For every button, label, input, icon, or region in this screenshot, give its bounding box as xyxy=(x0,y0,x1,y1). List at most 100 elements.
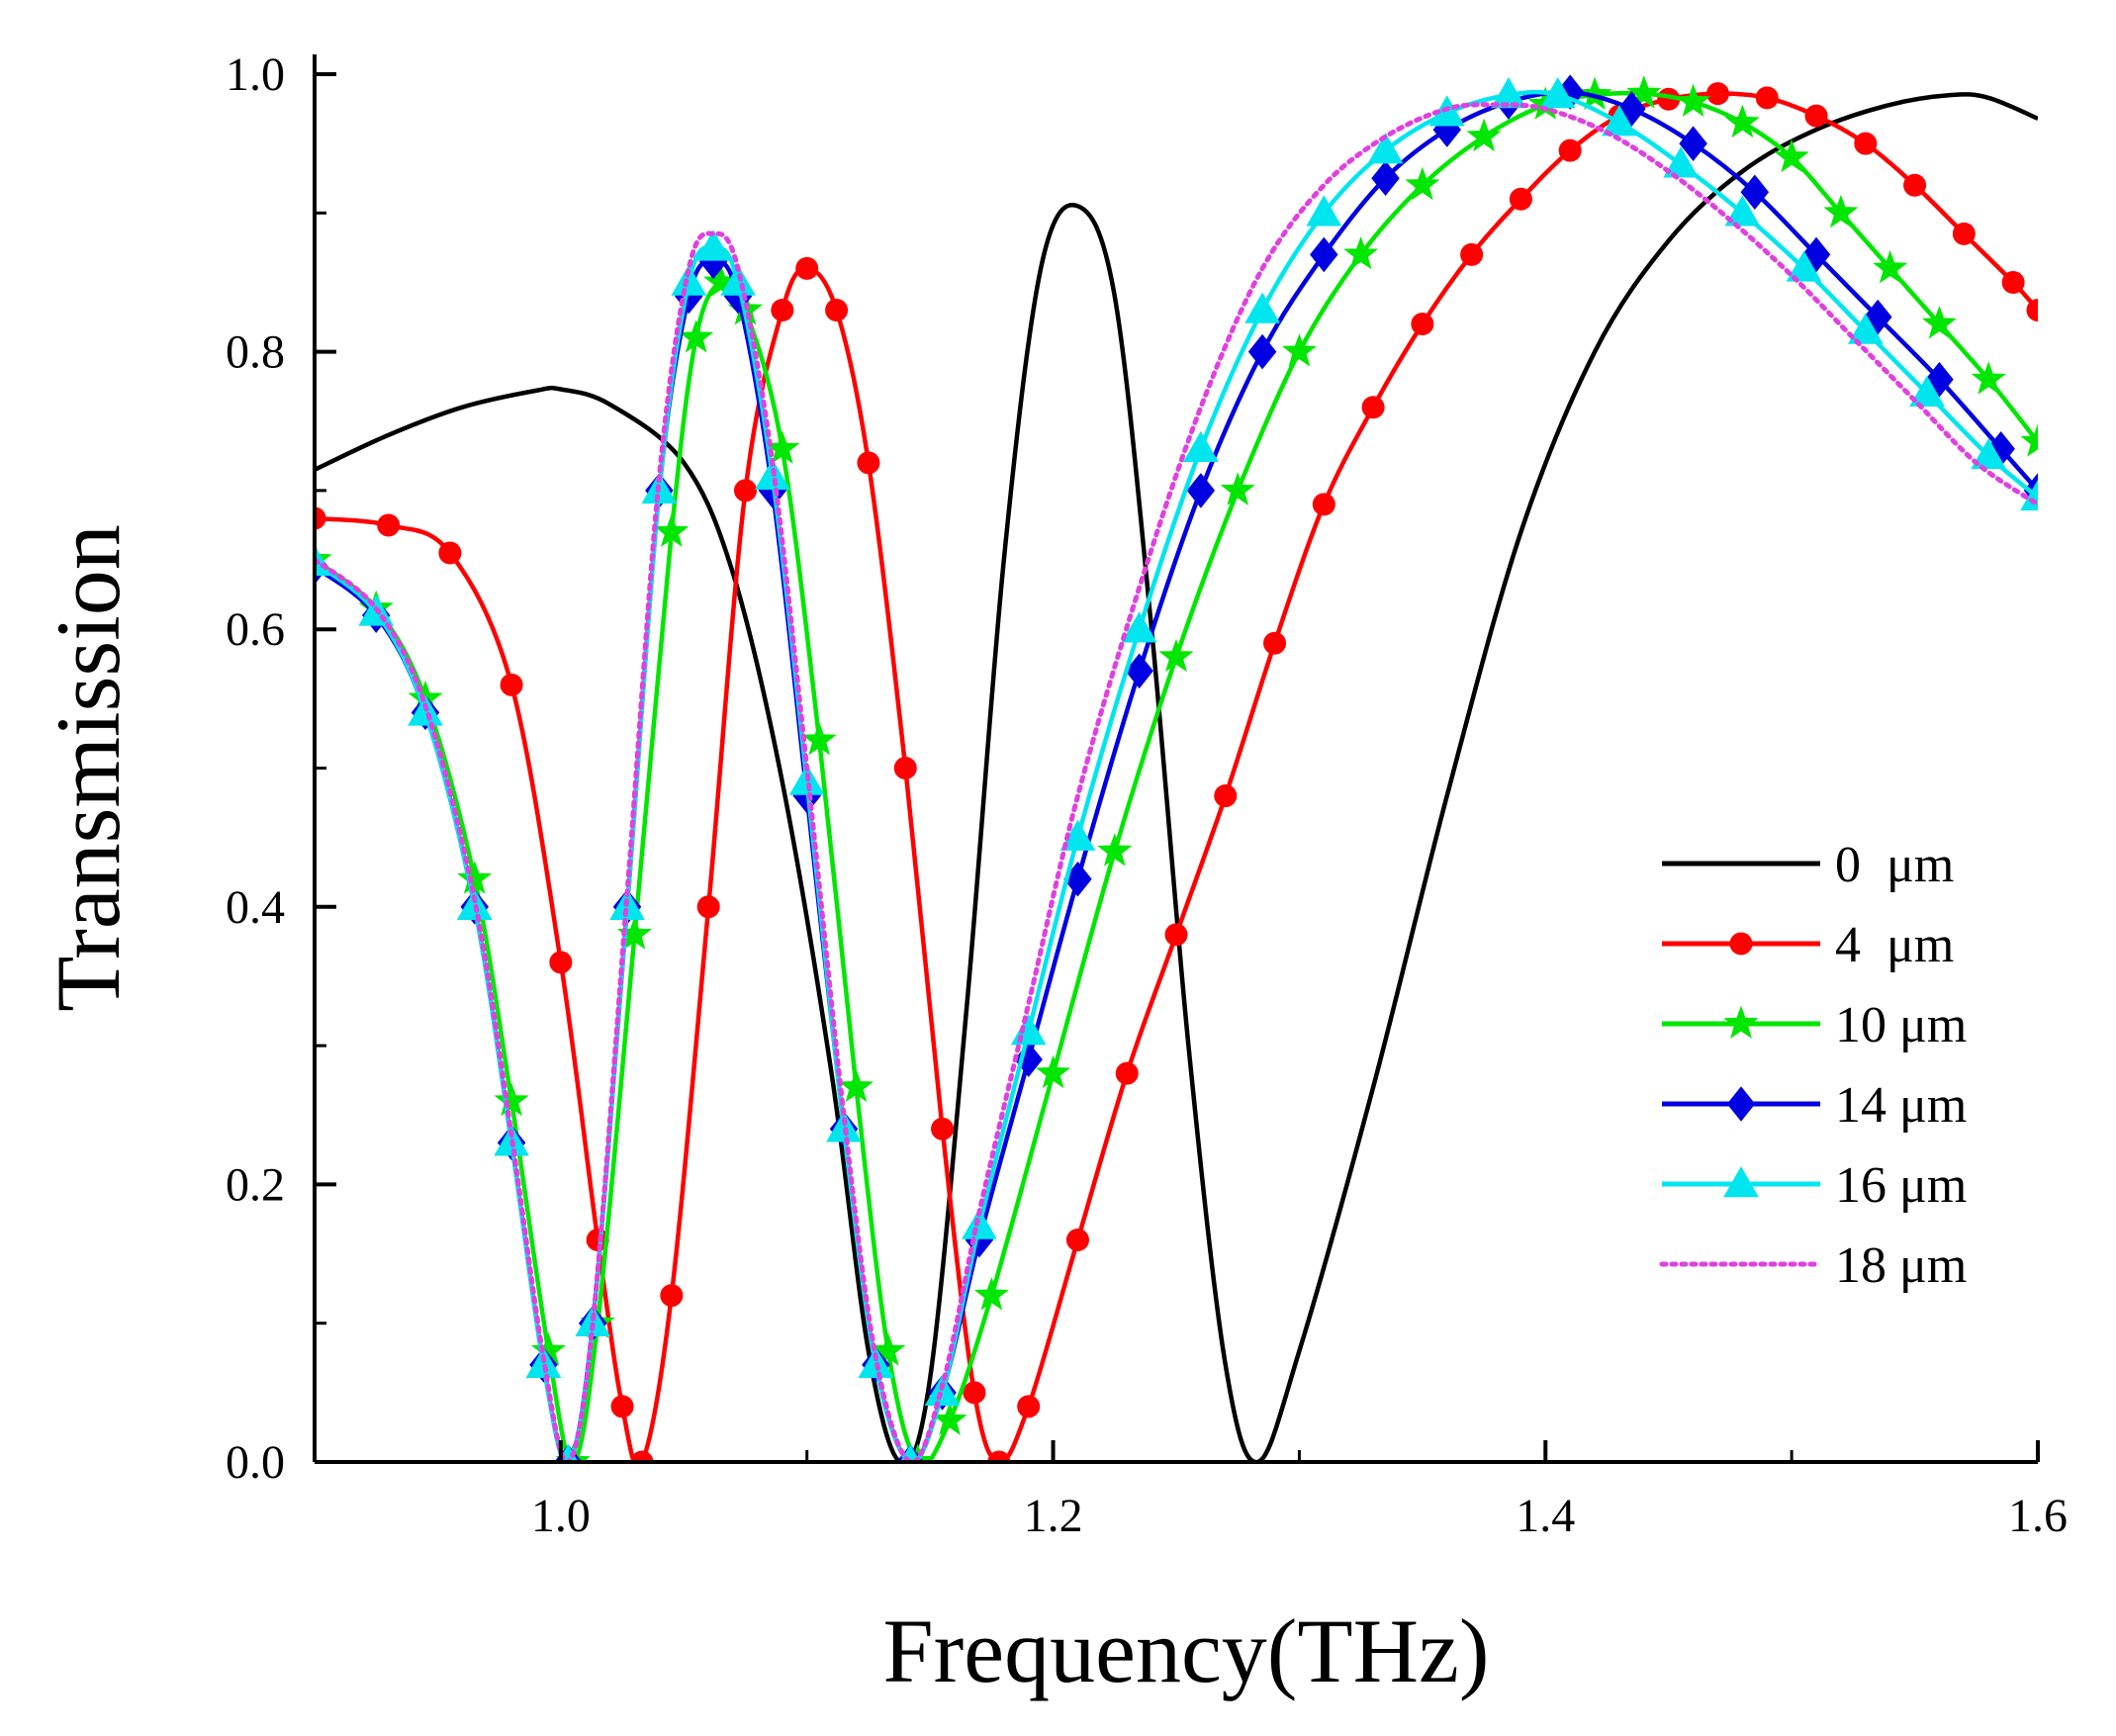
legend-item-3: 14 μm xyxy=(1662,1077,1967,1134)
y-axis-title: Transmission xyxy=(38,524,138,1012)
series-0 xyxy=(315,92,2038,1464)
series-5 xyxy=(315,102,2038,1464)
series-line-3 xyxy=(315,89,2038,1464)
series-1-marker xyxy=(1804,104,1828,128)
series-1-marker xyxy=(549,951,573,974)
series-line-0 xyxy=(315,92,2038,1464)
series-1-marker xyxy=(1065,1229,1089,1252)
series-line-1 xyxy=(315,91,2038,1464)
series-2-marker xyxy=(1097,833,1133,867)
series-3-marker xyxy=(1247,333,1277,370)
series-4-marker xyxy=(1724,195,1761,227)
series-4-marker xyxy=(1602,105,1637,137)
series-2-marker xyxy=(973,1277,1009,1311)
series-1-marker xyxy=(1952,222,1976,245)
series-1-marker xyxy=(1411,313,1434,336)
series-2-marker xyxy=(1676,83,1711,117)
series-3 xyxy=(315,74,2038,1464)
series-1-marker xyxy=(1854,132,1878,155)
series-2-marker xyxy=(1774,138,1809,173)
series-1-marker xyxy=(1755,86,1779,110)
series-4-marker xyxy=(1183,430,1219,463)
series-line-4 xyxy=(315,89,2038,1464)
series-1-marker xyxy=(795,256,819,280)
series-2-marker xyxy=(457,861,493,894)
series-4-marker xyxy=(962,1208,997,1239)
series-2-marker xyxy=(1823,194,1859,228)
series-line-2 xyxy=(315,90,2038,1464)
series-2-marker xyxy=(1220,472,1255,505)
series-4-marker xyxy=(695,229,732,261)
series-1-marker xyxy=(857,451,880,475)
series-2-marker xyxy=(838,1068,874,1103)
series-1-marker xyxy=(1558,138,1582,162)
series-1-marker xyxy=(1214,784,1238,808)
series-4-marker xyxy=(1367,133,1404,164)
y-tick-label: 0.6 xyxy=(226,603,285,656)
series-4-marker xyxy=(1971,437,2007,470)
legend-swatch-marker xyxy=(1723,1005,1759,1039)
series-3-marker xyxy=(1617,91,1646,127)
x-tick-label: 1.0 xyxy=(531,1490,591,1542)
x-tick-label: 1.4 xyxy=(1516,1490,1575,1542)
series-2-marker xyxy=(1036,1054,1071,1089)
legend-label: 4 μm xyxy=(1835,917,1954,973)
legend-item-5: 18 μm xyxy=(1659,1237,1967,1294)
axes-layer: 0.0 0.2 0.4 0.6 0.8 1.0 1.0 1.2 1.4 1.6 xyxy=(226,48,2068,1542)
series-2-marker xyxy=(1626,75,1662,109)
series-line-5 xyxy=(315,102,2038,1464)
x-axis-title: Frequency(THz) xyxy=(882,1600,1489,1701)
legend-swatch-marker xyxy=(1729,932,1753,956)
series-1-marker xyxy=(931,1117,955,1141)
series-4-marker xyxy=(826,1111,862,1142)
legend-item-1: 4 μm xyxy=(1662,917,1954,973)
y-tick-label: 1.0 xyxy=(226,48,285,101)
series-4-marker xyxy=(1491,77,1526,109)
series-2-marker xyxy=(679,320,714,353)
series-4-marker xyxy=(671,264,707,296)
y-tick-label: 0.2 xyxy=(226,1158,285,1211)
series-2-marker xyxy=(1343,235,1379,270)
legend-label: 16 μm xyxy=(1835,1157,1967,1214)
series-1-marker xyxy=(963,1381,986,1405)
series-4-marker xyxy=(1121,611,1157,643)
series-4-marker xyxy=(1663,146,1700,178)
legend: 0 μm 4 μm 10 μm 14 μm 16 μm 18 μm xyxy=(1659,837,1967,1294)
series-2-marker xyxy=(1405,166,1440,201)
series-4-marker xyxy=(1539,77,1576,109)
series-1-marker xyxy=(377,513,401,537)
x-tick-label: 1.2 xyxy=(1024,1490,1083,1542)
series-1-marker xyxy=(1903,173,1927,197)
series-1-marker xyxy=(610,1395,634,1418)
series-2-marker xyxy=(1971,361,2006,395)
y-tick-label: 0.8 xyxy=(226,326,285,379)
series-4-marker xyxy=(1786,250,1822,282)
y-tick-label: 0.4 xyxy=(226,881,285,934)
series-2-marker xyxy=(1873,249,1908,284)
series-1-marker xyxy=(660,1284,684,1308)
series-3-marker xyxy=(1801,236,1831,273)
legend-item-2: 10 μm xyxy=(1662,997,1967,1053)
series-1-marker xyxy=(771,299,794,322)
series-1-marker xyxy=(500,673,523,696)
series-1-marker xyxy=(1164,923,1188,947)
series-1-marker xyxy=(1115,1061,1139,1085)
legend-label: 18 μm xyxy=(1835,1237,1967,1294)
series-1-marker xyxy=(1312,493,1335,516)
series-2-marker xyxy=(1577,76,1612,110)
legend-label: 0 μm xyxy=(1835,837,1954,893)
series-1-marker xyxy=(825,299,849,322)
series-1-marker xyxy=(315,506,326,530)
x-tick-label: 1.6 xyxy=(2008,1490,2068,1542)
series-2-marker xyxy=(2020,423,2038,457)
series-4-marker xyxy=(720,264,756,296)
series-layer xyxy=(315,74,2038,1464)
legend-label: 14 μm xyxy=(1835,1077,1967,1134)
series-1-marker xyxy=(893,757,917,779)
legend-swatch-marker xyxy=(1726,1086,1756,1122)
series-3-marker xyxy=(1310,236,1338,273)
series-1-marker xyxy=(2026,299,2038,322)
series-3-marker xyxy=(1371,160,1400,197)
series-1-marker xyxy=(1361,396,1385,419)
